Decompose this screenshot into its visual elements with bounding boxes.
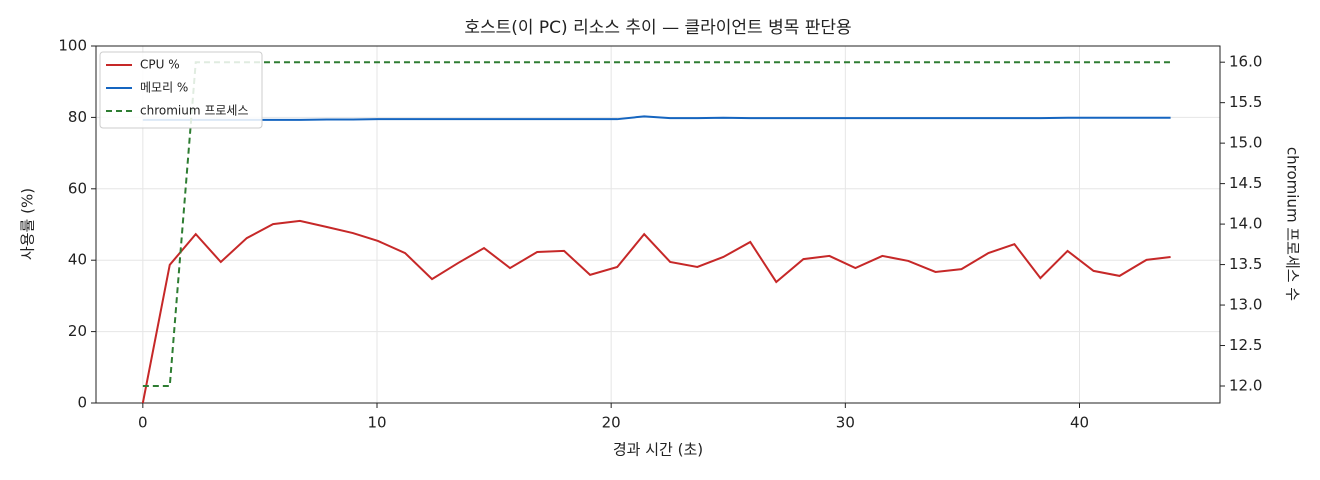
legend-label: CPU %: [140, 58, 180, 72]
chart-title: 호스트(이 PC) 리소스 추이 — 클라이언트 병목 판단용: [464, 18, 851, 38]
y-tick-label: 20: [68, 322, 87, 340]
y2-tick-label: 15.5: [1229, 93, 1262, 111]
y-axis-label: 사용률 (%): [19, 188, 37, 260]
series-line: [142, 61, 1171, 387]
legend-box: [99, 51, 263, 129]
y2-tick-label: 13.0: [1229, 296, 1262, 314]
y-tick-label: 60: [68, 179, 87, 197]
y2-tick-label: 12.0: [1229, 377, 1262, 395]
y2-tick-label: 16.0: [1229, 53, 1262, 71]
series-line: [141, 219, 1171, 404]
x-tick-label: 0: [138, 414, 148, 432]
x-tick-label: 30: [836, 414, 855, 432]
legend-label: 메모리 %: [140, 81, 188, 95]
x-tick-label: 10: [367, 414, 386, 432]
y2-tick-label: 14.0: [1229, 215, 1262, 233]
y-tick-label: 100: [58, 37, 87, 55]
y2-tick-label: 15.0: [1229, 134, 1262, 152]
y-tick-label: 40: [68, 251, 87, 269]
series-line: [142, 115, 1171, 121]
legend-label: chromium 프로세스: [140, 104, 249, 118]
x-tick-label: 20: [602, 414, 621, 432]
y2-tick-label: 12.5: [1229, 336, 1262, 354]
y2-tick-label: 14.5: [1229, 174, 1262, 192]
x-tick-label: 40: [1070, 414, 1089, 432]
plot-frame: [95, 45, 1221, 404]
y2-axis-label: chromium 프로세스 수: [1284, 147, 1302, 301]
x-axis-label: 경과 시간 (초): [613, 441, 703, 459]
y2-tick-label: 13.5: [1229, 255, 1262, 273]
y-tick-label: 80: [68, 108, 87, 126]
y-tick-label: 0: [77, 394, 87, 412]
